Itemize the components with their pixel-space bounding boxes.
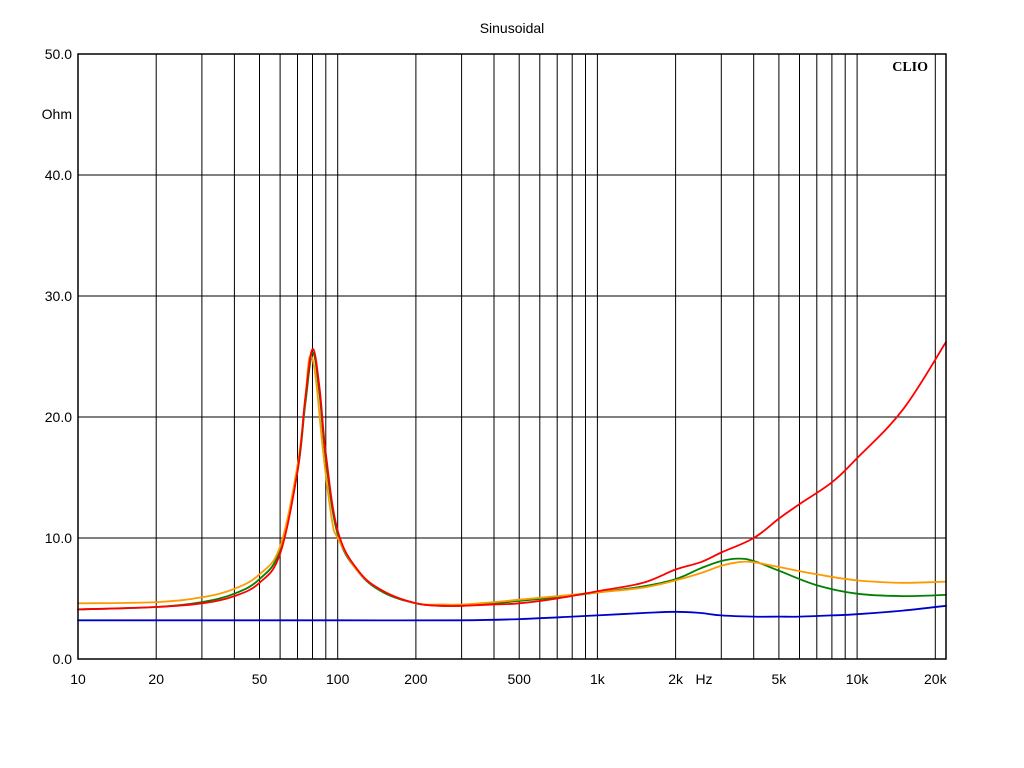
x-tick-label: 10k — [846, 671, 870, 687]
x-tick-label: 5k — [772, 671, 788, 687]
series-group — [77, 341, 947, 622]
y-tick-label: 10.0 — [45, 530, 72, 546]
series-line-3 — [77, 355, 947, 606]
x-tick-label: 10 — [70, 671, 86, 687]
clio-brand-label: CLIO — [892, 60, 928, 75]
x-tick-label: 50 — [252, 671, 268, 687]
y-axis-label: Ohm — [42, 106, 72, 122]
y-axis-ticks: 0.0 10.0 20.0 30.0 40.0 50.0 — [45, 46, 72, 667]
chart-title: Sinusoidal — [480, 20, 545, 36]
y-tick-label: 30.0 — [45, 288, 72, 304]
x-tick-label: 20k — [924, 671, 948, 687]
x-tick-label: 500 — [508, 671, 532, 687]
series-line-4 — [77, 341, 947, 611]
plot-frame — [77, 53, 947, 660]
x-axis-label: Hz — [695, 671, 712, 687]
x-tick-label: 1k — [590, 671, 606, 687]
x-tick-label: 100 — [326, 671, 350, 687]
x-tick-label: 2k — [668, 671, 684, 687]
y-tick-label: 40.0 — [45, 167, 72, 183]
x-axis-ticks: 10 20 50 100 200 500 1k 2k 5k 10k 20k — [70, 671, 947, 687]
y-tick-label: 0.0 — [53, 651, 73, 667]
series-line-1 — [77, 604, 947, 622]
y-tick-label: 50.0 — [45, 46, 72, 62]
x-tick-label: 200 — [404, 671, 428, 687]
y-tick-label: 20.0 — [45, 409, 72, 425]
x-tick-label: 20 — [148, 671, 164, 687]
